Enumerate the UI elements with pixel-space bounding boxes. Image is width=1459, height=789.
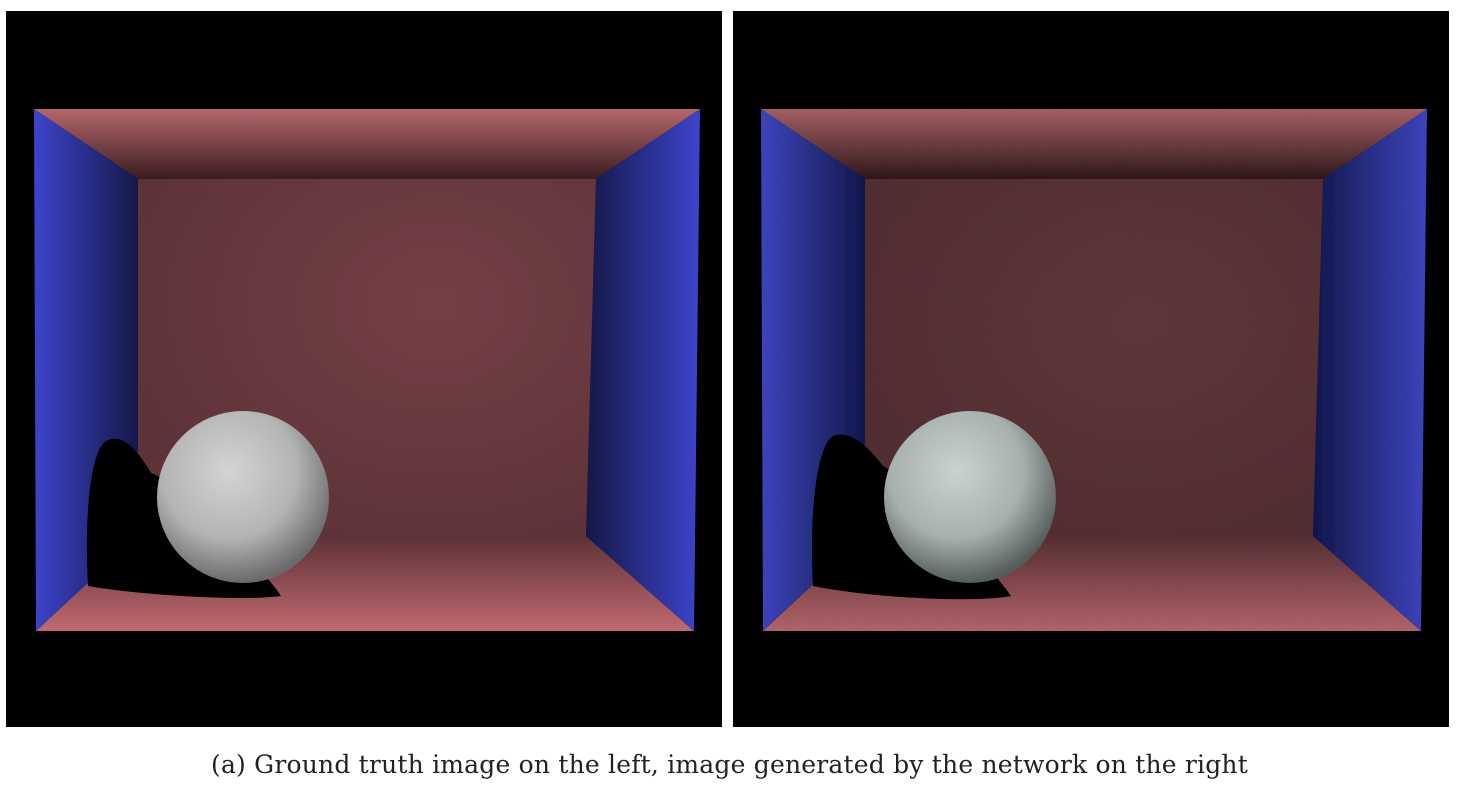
sphere (157, 411, 329, 583)
right-wall (1313, 109, 1427, 631)
right-wall (586, 109, 700, 631)
ground-truth-image (6, 11, 722, 727)
generated-scene (733, 11, 1449, 727)
ceiling (761, 109, 1427, 179)
sphere (884, 411, 1056, 583)
ground-truth-scene (6, 11, 722, 727)
ceiling (34, 109, 700, 179)
generated-image (733, 11, 1449, 727)
figure-caption: (a) Ground truth image on the left, imag… (211, 750, 1248, 779)
